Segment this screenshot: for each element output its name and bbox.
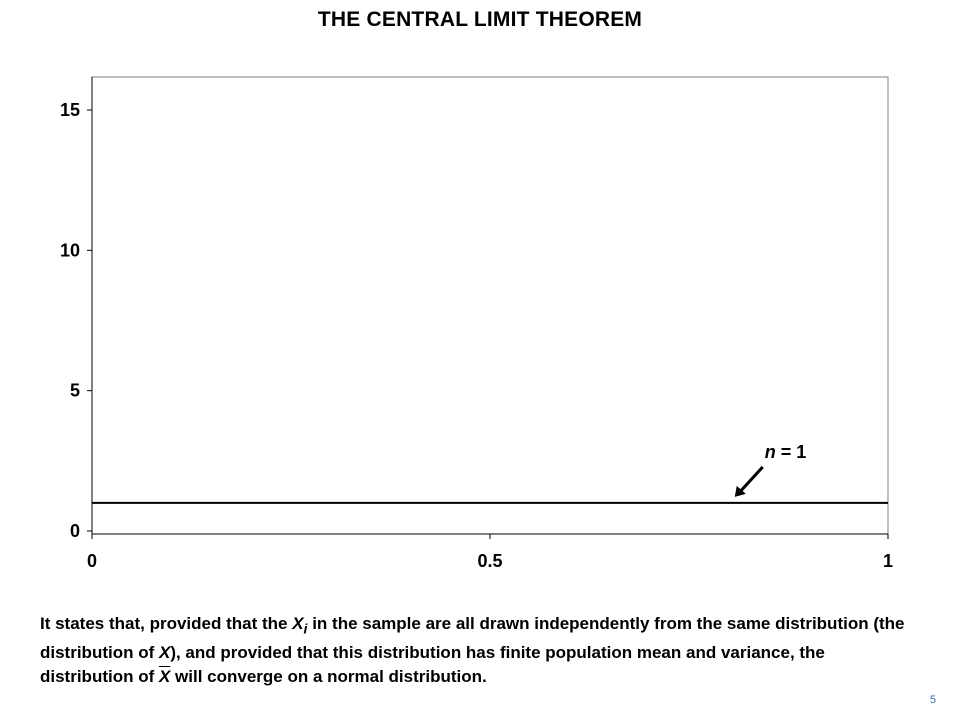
axes: 0 5 10 15 0 0.5 1 — [60, 77, 893, 571]
annotation-label: n = 1 — [765, 442, 807, 462]
y-tick-label: 15 — [60, 100, 80, 120]
y-tick-label: 10 — [60, 240, 80, 260]
annotation-label-value: = 1 — [776, 442, 807, 462]
x-tick-label: 0 — [87, 551, 97, 571]
caption-part-2: in the sample are all drawn independentl… — [40, 614, 905, 663]
caption-text: It states that, provided that the Xi in … — [40, 612, 920, 689]
caption-var-xi: X — [292, 614, 304, 633]
plot-area-frame — [91, 76, 889, 535]
caption-var-x: X — [158, 643, 171, 663]
y-tick-label: 5 — [70, 381, 80, 401]
slide-title: THE CENTRAL LIMIT THEOREM — [317, 8, 643, 31]
density-chart: 0 5 10 15 0 0.5 1 n = 1 — [60, 76, 893, 571]
x-tick-label: 1 — [883, 551, 893, 571]
caption-part-3: ), and provided that this distribution h… — [40, 643, 825, 687]
caption-var-xbar: X — [158, 667, 171, 687]
annotation-arrow-head — [734, 485, 746, 497]
annotation-layer: n = 1 — [734, 442, 807, 497]
annotation-label-var: n — [765, 442, 776, 462]
page-number: 5 — [929, 694, 936, 706]
x-tick-label: 0.5 — [477, 551, 502, 571]
caption-subscript-i: i — [303, 621, 308, 638]
annotation-arrow-shaft — [739, 465, 764, 492]
caption-part-1: It states that, provided that the — [40, 614, 293, 633]
caption-part-4: will converge on a normal distribution. — [170, 667, 487, 687]
y-tick-label: 0 — [70, 521, 80, 541]
